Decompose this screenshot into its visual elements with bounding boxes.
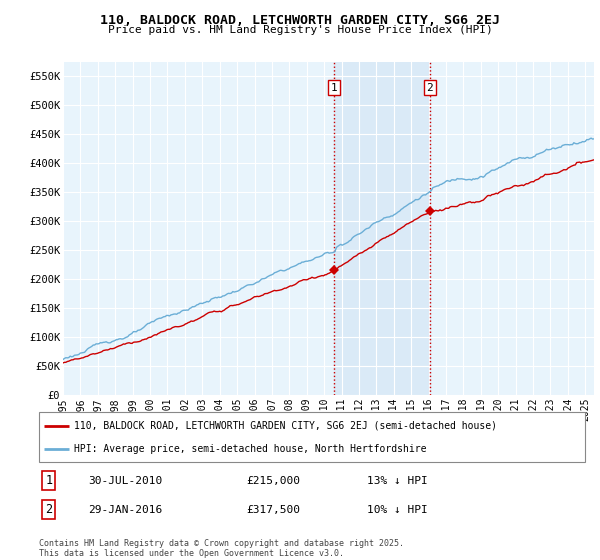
Text: Contains HM Land Registry data © Crown copyright and database right 2025.
This d: Contains HM Land Registry data © Crown c… [39, 539, 404, 558]
Text: 30-JUL-2010: 30-JUL-2010 [88, 475, 163, 486]
FancyBboxPatch shape [39, 412, 585, 462]
Text: 2: 2 [427, 83, 433, 92]
Text: 13% ↓ HPI: 13% ↓ HPI [367, 475, 427, 486]
Text: 29-JAN-2016: 29-JAN-2016 [88, 505, 163, 515]
Bar [334, 62, 430, 395]
Text: 110, BALDOCK ROAD, LETCHWORTH GARDEN CITY, SG6 2EJ (semi-detached house): 110, BALDOCK ROAD, LETCHWORTH GARDEN CIT… [74, 421, 497, 431]
Text: 110, BALDOCK ROAD, LETCHWORTH GARDEN CITY, SG6 2EJ: 110, BALDOCK ROAD, LETCHWORTH GARDEN CIT… [100, 14, 500, 27]
Text: HPI: Average price, semi-detached house, North Hertfordshire: HPI: Average price, semi-detached house,… [74, 445, 427, 454]
Text: 2: 2 [45, 503, 52, 516]
Text: 10% ↓ HPI: 10% ↓ HPI [367, 505, 427, 515]
Text: Price paid vs. HM Land Registry's House Price Index (HPI): Price paid vs. HM Land Registry's House … [107, 25, 493, 35]
Text: £215,000: £215,000 [247, 475, 301, 486]
Text: 1: 1 [331, 83, 338, 92]
Text: £317,500: £317,500 [247, 505, 301, 515]
Text: 1: 1 [45, 474, 52, 487]
